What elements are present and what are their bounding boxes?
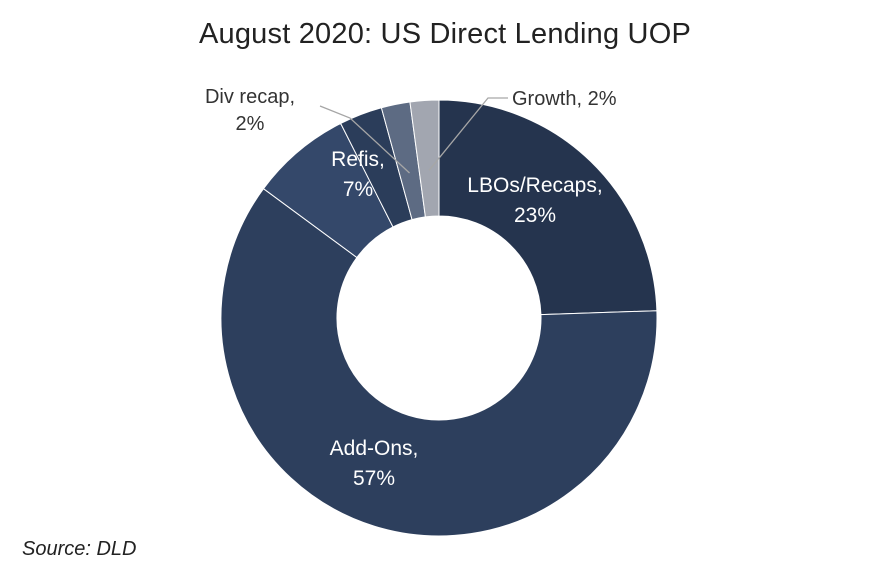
source-note: Source: DLD <box>22 538 137 560</box>
donut-labels: LBOs/Recaps, 23% Add-Ons, 57% Refis, 7% Div re… <box>205 86 617 490</box>
slice-growth-5 <box>409 99 440 218</box>
data-label-add-ons-1: Add-Ons, 57% <box>330 437 419 490</box>
data-label-growth-5: Growth, 2% <box>512 88 617 110</box>
slice-add-ons-1 <box>220 187 658 537</box>
donut-slices <box>220 99 658 537</box>
data-label-lbos-recaps-0: LBOs/Recaps, 23% <box>467 174 602 227</box>
chart-title: August 2020: US Direct Lending UOP <box>198 18 691 50</box>
slice-lbos-recaps-0 <box>438 99 658 316</box>
data-label-div-recap-4: Div recap, 2% <box>205 86 295 135</box>
data-label-refis-2: Refis, 7% <box>331 148 385 201</box>
leader-line-growth-5 <box>428 97 508 171</box>
leader-line-div-recap-4 <box>319 105 410 174</box>
